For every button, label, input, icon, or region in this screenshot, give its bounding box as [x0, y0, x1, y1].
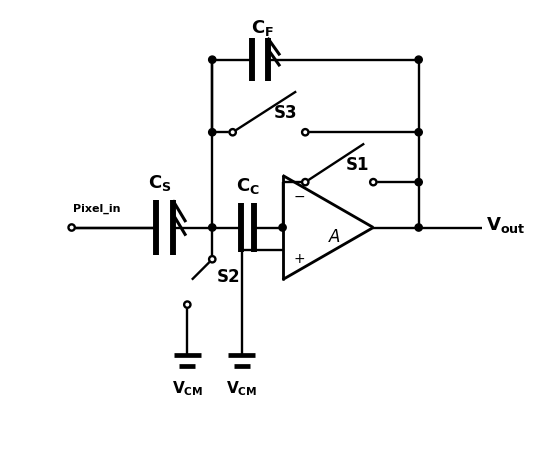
Text: $-$: $-$: [293, 188, 305, 202]
Circle shape: [208, 224, 216, 231]
Circle shape: [208, 129, 216, 136]
Text: $A$: $A$: [328, 228, 341, 246]
Circle shape: [184, 302, 190, 308]
Circle shape: [302, 179, 309, 185]
Circle shape: [68, 224, 75, 231]
Circle shape: [230, 129, 236, 136]
Circle shape: [415, 129, 422, 136]
Text: Pixel_in: Pixel_in: [73, 204, 120, 214]
Circle shape: [302, 129, 309, 136]
Text: $\mathbf{V_{out}}$: $\mathbf{V_{out}}$: [486, 215, 525, 235]
Text: $\mathbf{S2}$: $\mathbf{S2}$: [216, 268, 240, 286]
Text: $+$: $+$: [293, 252, 305, 266]
Text: $\mathbf{C_F}$: $\mathbf{C_F}$: [251, 18, 274, 38]
Circle shape: [415, 56, 422, 63]
Text: $\mathbf{C_S}$: $\mathbf{C_S}$: [148, 173, 172, 193]
Text: $\mathbf{V_{CM}}$: $\mathbf{V_{CM}}$: [172, 379, 203, 398]
Circle shape: [209, 256, 216, 263]
Text: $\mathbf{S3}$: $\mathbf{S3}$: [273, 104, 297, 122]
Text: $\mathbf{V_{CM}}$: $\mathbf{V_{CM}}$: [226, 379, 258, 398]
Text: $\mathbf{S1}$: $\mathbf{S1}$: [345, 156, 370, 174]
Circle shape: [279, 224, 286, 231]
Circle shape: [415, 224, 422, 231]
Circle shape: [415, 178, 422, 186]
Circle shape: [208, 56, 216, 63]
Circle shape: [370, 179, 376, 185]
Text: $\mathbf{C_C}$: $\mathbf{C_C}$: [236, 176, 260, 196]
